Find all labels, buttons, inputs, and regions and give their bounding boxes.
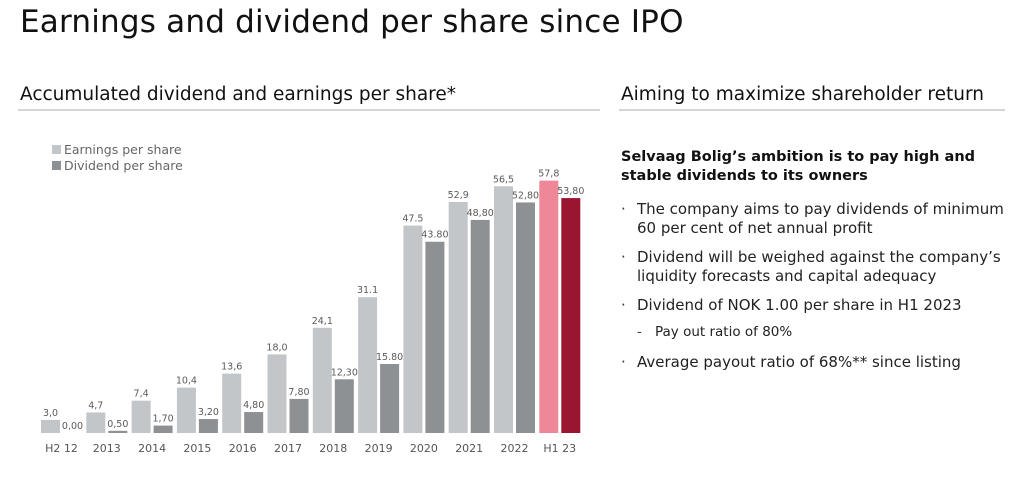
bar-earnings-per-share	[494, 186, 513, 433]
policy-bullet: · Average payout ratio of 68%** since lis…	[621, 353, 1011, 372]
data-label-earnings: 24,1	[312, 316, 333, 327]
chart-data-labels: 3,0 0,00 4,7 0,50 7,4 1,70 10,4 3,20 13,6 4,80 18,…	[43, 169, 584, 432]
x-axis-tick-label: 2018	[319, 442, 347, 455]
bar-earnings-per-share	[86, 412, 106, 433]
left-section-divider	[18, 109, 600, 111]
data-label-dividend: 0,00	[62, 421, 83, 432]
bar-dividend-per-share	[334, 379, 354, 433]
legend-swatch-earnings	[52, 145, 61, 154]
chart-bars	[41, 180, 581, 433]
data-label-dividend: 3,20	[198, 407, 219, 418]
bullet-dot-icon: ·	[621, 248, 626, 266]
data-label-earnings: 13,6	[221, 362, 242, 373]
data-label-earnings: 52,9	[448, 190, 469, 201]
bar-dividend-per-share	[244, 412, 264, 433]
bar-earnings-per-share	[131, 400, 151, 433]
bar-earnings-per-share	[448, 202, 468, 433]
data-label-earnings: 7,4	[134, 389, 149, 400]
data-label-earnings: 57,8	[538, 169, 559, 180]
bar-dividend-per-share	[470, 219, 490, 433]
x-axis-tick-label: 2021	[455, 442, 483, 455]
data-label-earnings: 56,5	[493, 174, 514, 185]
bar-earnings-per-share	[41, 419, 60, 433]
bar-dividend-per-share	[425, 241, 445, 433]
data-label-dividend: 53,80	[557, 186, 584, 197]
x-axis-tick-label: H2 12	[45, 442, 78, 455]
right-section-divider	[619, 109, 1005, 111]
bar-earnings-per-share	[222, 373, 242, 433]
x-axis-tick-label: 2015	[183, 442, 211, 455]
bar-dividend-per-share	[108, 430, 128, 433]
bullet-dot-icon: ·	[621, 296, 626, 314]
policy-bullet: · Dividend will be weighed against the co…	[621, 248, 1011, 286]
legend-label-earnings: Earnings per share	[64, 142, 182, 157]
bar-earnings-per-share	[267, 354, 287, 433]
x-axis-tick-label: 2020	[410, 442, 438, 455]
bar-dividend-per-share	[289, 398, 309, 433]
data-label-earnings: 3,0	[43, 408, 58, 419]
policy-bullet-text: Dividend of NOK 1.00 per share in H1 202…	[637, 296, 962, 314]
data-label-dividend: 48,80	[467, 208, 494, 219]
data-label-dividend: 52,80	[512, 190, 539, 201]
bar-earnings-per-share	[539, 180, 559, 433]
chart-legend: Earnings per share Dividend per share	[52, 142, 183, 173]
policy-bullet: · The company aims to pay dividends of mi…	[621, 200, 1011, 238]
chart-category-labels: H2 12 2013 2014 2015 2016 2017 2018 2019 2020 202…	[45, 442, 576, 455]
x-axis-tick-label: 2019	[365, 442, 393, 455]
data-label-dividend: 7,80	[288, 387, 309, 398]
data-label-dividend: 15.80	[376, 352, 403, 363]
bar-dividend-per-share	[198, 419, 218, 433]
shareholder-section-title: Aiming to maximize shareholder return	[621, 84, 984, 105]
bar-dividend-per-share	[561, 198, 581, 433]
x-axis-tick-label: 2013	[93, 442, 121, 455]
bar-earnings-per-share	[176, 387, 196, 433]
shareholder-return-panel: Selvaag Bolig’s ambition is to pay high …	[621, 148, 1011, 382]
policy-bullet-text: The company aims to pay dividends of min…	[637, 200, 1004, 237]
x-axis-tick-label: 2017	[274, 442, 302, 455]
bullet-dot-icon: ·	[621, 353, 626, 371]
data-label-dividend: 1,70	[153, 414, 174, 425]
policy-bullet-text: Average payout ratio of 68%** since list…	[637, 353, 961, 371]
eps-dps-bar-chart: Earnings per share Dividend per share 3,…	[41, 142, 584, 455]
x-axis-tick-label: 2022	[501, 442, 529, 455]
data-label-earnings: 10,4	[176, 376, 197, 387]
data-label-earnings: 47.5	[402, 214, 423, 225]
sub-bullet-dash-icon: -	[637, 324, 642, 340]
ambition-statement: Selvaag Bolig’s ambition is to pay high …	[621, 149, 976, 184]
policy-bullet: · Dividend of NOK 1.00 per share in H1 20…	[621, 296, 1011, 315]
bar-earnings-per-share	[358, 297, 378, 433]
bullet-dot-icon: ·	[621, 200, 626, 218]
bar-dividend-per-share	[516, 202, 535, 433]
data-label-dividend: 0,50	[107, 419, 128, 430]
data-label-earnings: 18,0	[266, 342, 287, 353]
legend-swatch-dividend	[52, 161, 61, 170]
data-label-earnings: 4,7	[88, 400, 103, 411]
bar-dividend-per-share	[380, 364, 400, 433]
policy-sub-bullet: - Pay out ratio of 80%	[621, 323, 1011, 341]
policy-bullet-list: · The company aims to pay dividends of mi…	[621, 200, 1011, 372]
data-label-dividend: 43.80	[421, 230, 448, 241]
chart-section-title: Accumulated dividend and earnings per sh…	[20, 84, 457, 105]
bar-earnings-per-share	[312, 327, 332, 433]
legend-label-dividend: Dividend per share	[64, 158, 183, 173]
data-label-dividend: 12,30	[331, 367, 358, 378]
data-label-earnings: 31.1	[357, 285, 378, 296]
x-axis-tick-label: 2016	[229, 442, 257, 455]
bar-dividend-per-share	[153, 425, 173, 433]
page-title: Earnings and dividend per share since IP…	[20, 4, 684, 40]
policy-sub-bullet-text: Pay out ratio of 80%	[655, 324, 793, 340]
policy-bullet-text: Dividend will be weighed against the com…	[637, 248, 1001, 285]
data-label-dividend: 4,80	[243, 400, 264, 411]
bar-earnings-per-share	[403, 225, 423, 433]
x-axis-tick-label: 2014	[138, 442, 166, 455]
x-axis-tick-label: H1 23	[543, 442, 576, 455]
